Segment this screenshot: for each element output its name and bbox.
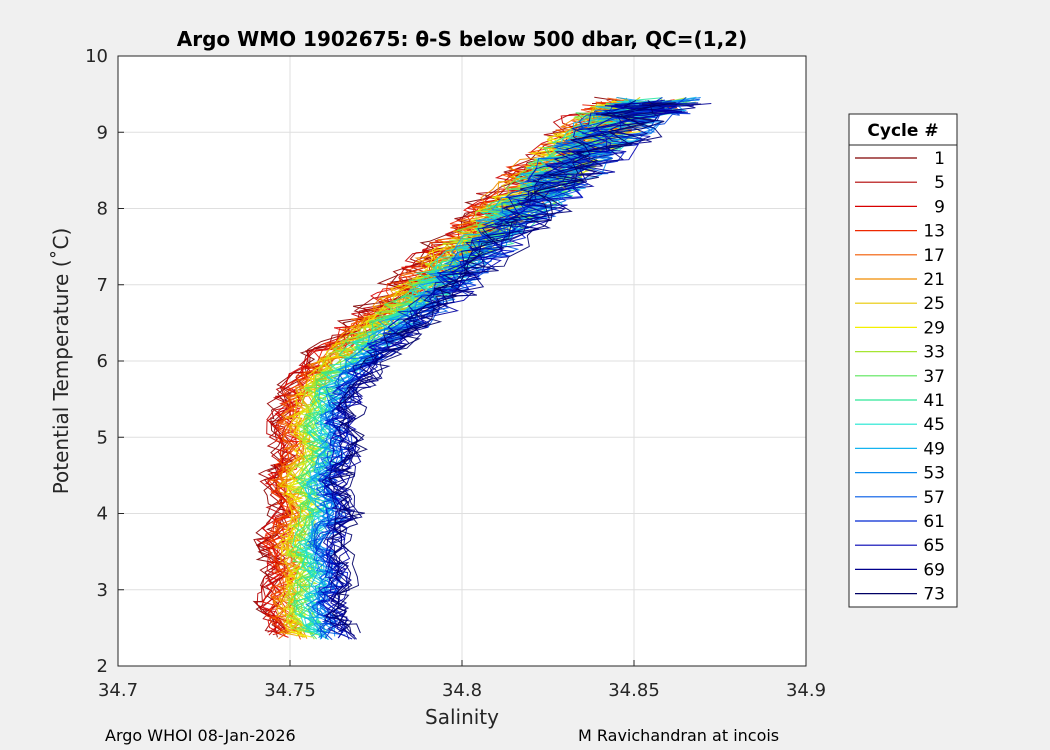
y-tick-label: 4 xyxy=(97,504,108,525)
x-tick-label: 34.8 xyxy=(442,680,482,701)
y-axis-label: Potential Temperature (˚C) xyxy=(49,228,73,495)
chart-title: Argo WMO 1902675: θ-S below 500 dbar, QC… xyxy=(177,27,747,51)
legend-label-9: 9 xyxy=(934,197,945,217)
legend-label-49: 49 xyxy=(923,439,945,459)
x-tick-label: 34.85 xyxy=(608,680,660,701)
series-line-cycle-73 xyxy=(327,102,676,633)
series-line-cycle-24 xyxy=(276,103,648,632)
y-tick-label: 2 xyxy=(97,656,108,677)
series-line-cycle-72 xyxy=(333,103,702,634)
legend-label-21: 21 xyxy=(923,270,945,290)
x-ticks: 34.7 34.75 34.8 34.85 34.9 xyxy=(98,660,826,701)
legend-label-17: 17 xyxy=(923,246,945,266)
x-tick-label: 34.7 xyxy=(98,680,138,701)
series-line-cycle-25 xyxy=(283,96,641,638)
data-series xyxy=(252,96,712,641)
legend-label-65: 65 xyxy=(923,536,945,556)
legend-label-37: 37 xyxy=(923,367,945,387)
x-tick-label: 34.9 xyxy=(786,680,826,701)
legend-label-29: 29 xyxy=(923,318,945,338)
x-axis-label: Salinity xyxy=(425,705,499,729)
legend-label-25: 25 xyxy=(923,294,945,314)
legend-title: Cycle # xyxy=(867,121,938,141)
legend-label-57: 57 xyxy=(923,488,945,508)
series-line-cycle-20 xyxy=(278,101,663,639)
y-tick-label: 8 xyxy=(97,199,108,220)
legend-label-61: 61 xyxy=(923,512,945,532)
legend: Cycle # 1 5 9 13 17 21 25 29 33 37 41 45 49 53 57 61 65 6… xyxy=(848,113,958,608)
legend-label-1: 1 xyxy=(934,149,945,169)
y-tick-label: 9 xyxy=(97,122,108,143)
legend-box xyxy=(848,113,958,608)
footer-right: M Ravichandran at incois xyxy=(578,726,780,745)
series-line-cycle-61 xyxy=(315,100,691,638)
y-tick-label: 3 xyxy=(97,580,108,601)
legend-label-33: 33 xyxy=(923,343,945,363)
x-tick-label: 34.75 xyxy=(264,680,316,701)
legend-label-45: 45 xyxy=(923,415,945,435)
footer-left: Argo WHOI 08-Jan-2026 xyxy=(105,726,296,745)
legend-label-73: 73 xyxy=(923,585,945,605)
legend-label-69: 69 xyxy=(923,560,945,580)
series-line-cycle-62 xyxy=(317,96,671,640)
legend-items: 1 5 9 13 17 21 25 29 33 37 41 45 49 53 57 61 65 69 73 xyxy=(855,149,945,605)
y-tick-label: 5 xyxy=(97,427,108,448)
legend-label-13: 13 xyxy=(923,222,945,242)
y-tick-label: 7 xyxy=(97,275,108,296)
y-ticks: 2 3 4 5 6 7 8 9 10 xyxy=(85,46,124,677)
legend-label-5: 5 xyxy=(934,173,945,193)
series-line-cycle-60 xyxy=(315,96,687,639)
grid xyxy=(118,56,806,666)
series-line-cycle-57 xyxy=(307,100,665,636)
y-tick-label: 6 xyxy=(97,351,108,372)
legend-label-53: 53 xyxy=(923,464,945,484)
series-line-cycle-55 xyxy=(305,102,677,639)
series-line-cycle-27 xyxy=(278,98,688,634)
y-tick-label: 10 xyxy=(85,46,108,67)
legend-label-41: 41 xyxy=(923,391,945,411)
